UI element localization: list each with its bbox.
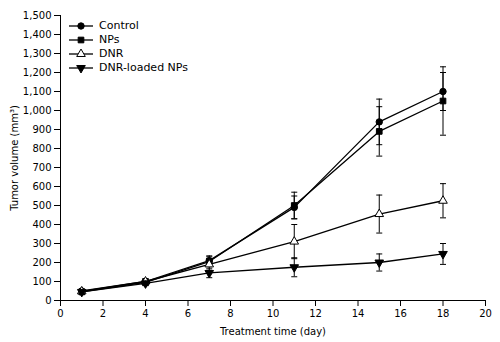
html-text:Control: Control [99,19,139,32]
svg-text:8: 8 [227,308,233,319]
html-text:NPs: NPs [99,33,120,46]
svg-text:10: 10 [267,308,280,319]
svg-text:14: 14 [352,308,365,319]
svg-text:1,200: 1,200 [23,67,52,78]
svg-text:400: 400 [32,219,51,230]
svg-text:20: 20 [479,308,492,319]
svg-text:0: 0 [57,308,63,319]
svg-text:300: 300 [32,238,51,249]
svg-text:12: 12 [309,308,322,319]
svg-text:Treatment time (day): Treatment time (day) [219,326,326,337]
svg-text:100: 100 [32,276,51,287]
svg-text:18: 18 [437,308,450,319]
svg-text:6: 6 [185,308,191,319]
svg-text:16: 16 [394,308,407,319]
svg-text:1,100: 1,100 [23,86,52,97]
svg-text:Tumor volume (mm³): Tumor volume (mm³) [9,105,20,212]
svg-text:2: 2 [100,308,106,319]
svg-text:800: 800 [32,143,51,154]
svg-text:1,000: 1,000 [23,105,52,116]
svg-text:1,500: 1,500 [23,10,52,21]
svg-text:1,400: 1,400 [23,29,52,40]
svg-text:500: 500 [32,200,51,211]
html-text:DNR: DNR [99,47,124,60]
svg-text:900: 900 [32,124,51,135]
html-text:DNR-loaded NPs: DNR-loaded NPs [99,61,188,74]
svg-text:1,300: 1,300 [23,48,52,59]
svg-text:4: 4 [142,308,148,319]
svg-text:200: 200 [32,257,51,268]
svg-text:600: 600 [32,181,51,192]
svg-text:0: 0 [45,295,51,306]
svg-text:700: 700 [32,162,51,173]
